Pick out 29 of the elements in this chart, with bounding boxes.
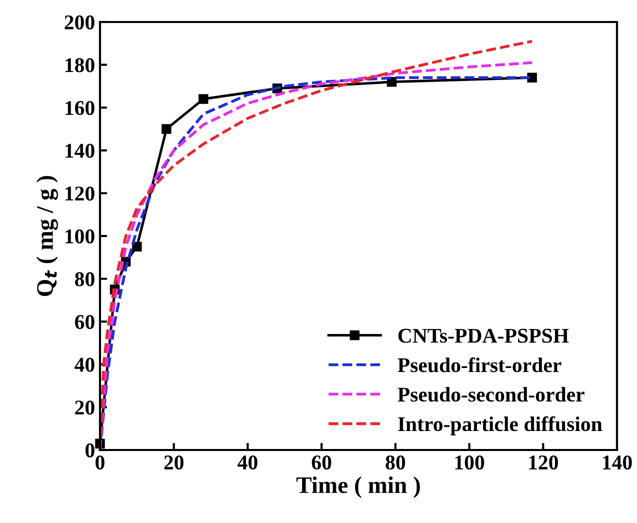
- y-tick-label: 160: [66, 100, 94, 116]
- point: [527, 72, 537, 82]
- legend-label: Pseudo-first-order: [398, 357, 562, 372]
- x-tick-label: 120: [529, 455, 558, 470]
- y-tick-label: 140: [66, 144, 94, 158]
- x-tick-label: 40: [238, 455, 258, 470]
- y-tick-label: 100: [66, 229, 94, 244]
- y-tick-label: 120: [66, 186, 94, 201]
- y-tick-label: 60: [75, 314, 94, 330]
- y-tick-label: 80: [75, 272, 94, 286]
- x-tick-label: 80: [386, 455, 406, 470]
- point: [162, 124, 172, 134]
- y-tick-label: 180: [66, 58, 94, 72]
- legend-label: CNTs-PDA-PSPSH: [398, 328, 569, 343]
- x-tick-label: 60: [312, 455, 332, 470]
- legend-label: Intro-particle diffusion: [398, 416, 602, 436]
- y-tick-label: 0: [86, 443, 94, 458]
- y-tick-label: 20: [75, 400, 94, 415]
- y-tick-label: 200: [64, 15, 94, 30]
- point: [132, 242, 142, 252]
- point: [198, 94, 208, 104]
- x-tick-label: 100: [455, 455, 484, 470]
- x-tick-label: 140: [603, 455, 632, 470]
- x-tick-label: 20: [164, 455, 184, 470]
- x-axis-title: Time ( min ): [296, 476, 420, 498]
- x-tick-label: 0: [96, 455, 104, 470]
- y-axis-title: Q$_{t}$ ( mg / g ): [36, 176, 58, 296]
- y-tick-label: 40: [74, 358, 94, 372]
- legend-label: Pseudo-second-order: [398, 387, 584, 402]
